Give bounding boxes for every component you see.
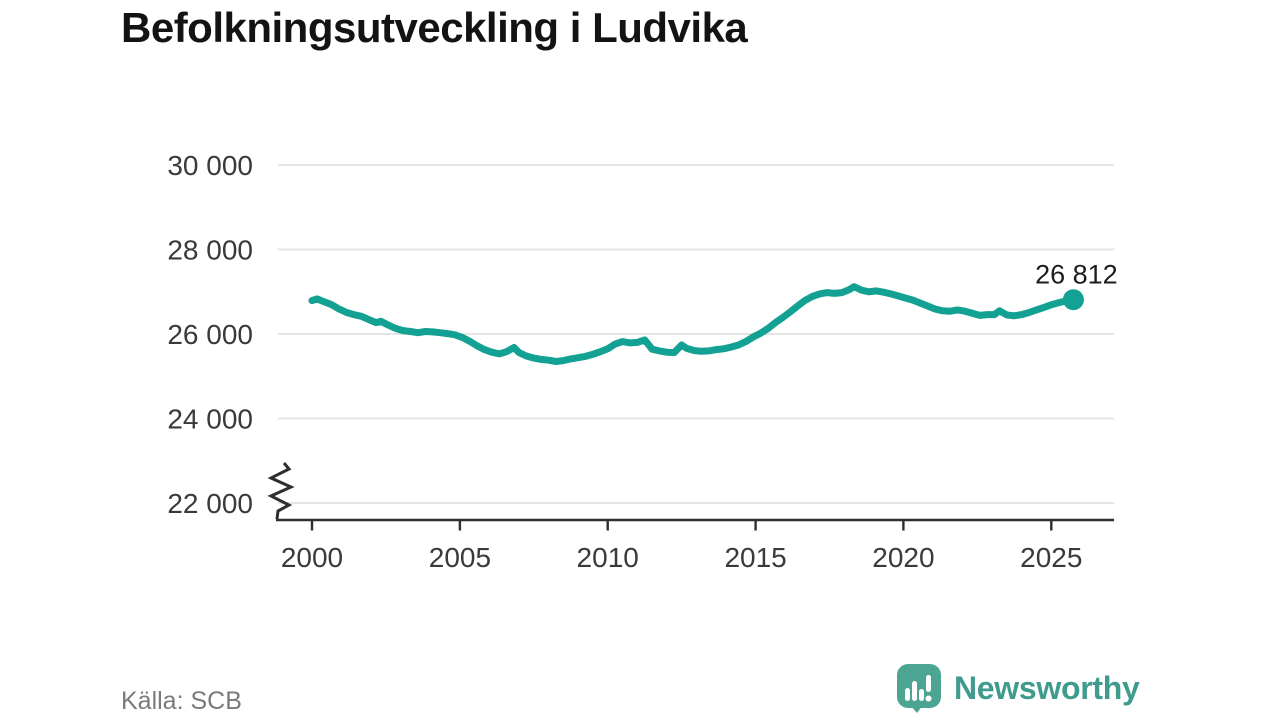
newsworthy-brand-name: Newsworthy: [954, 670, 1140, 706]
y-tick-label: 24 000: [167, 404, 253, 435]
population-chart: 30 000 28 000 26 000 24 000 22 000 2000 …: [167, 150, 1118, 573]
x-tick-label: 2000: [281, 542, 343, 573]
end-value-label: 26 812: [1035, 260, 1118, 290]
page-title: Befolkningsutveckling i Ludvika: [121, 4, 748, 51]
x-axis: [267, 462, 1114, 531]
x-tick-label: 2005: [429, 542, 491, 573]
x-tick-label: 2020: [872, 542, 934, 573]
y-tick-label: 26 000: [167, 319, 253, 350]
x-tick-label: 2015: [724, 542, 786, 573]
population-line: [308, 283, 1077, 365]
x-tick-label: 2010: [577, 542, 639, 573]
newsworthy-branding: Newsworthy: [896, 664, 1140, 713]
axis-break-icon: [267, 462, 295, 520]
y-axis-labels: 30 000 28 000 26 000 24 000 22 000: [167, 150, 253, 519]
source-note: Källa: SCB: [121, 687, 242, 715]
y-tick-label: 22 000: [167, 488, 253, 519]
newsworthy-logo-icon: [897, 664, 941, 713]
y-tick-label: 30 000: [167, 150, 253, 181]
end-dot: [1062, 289, 1084, 311]
x-tick-label: 2025: [1020, 542, 1082, 573]
x-axis-labels: 2000 2005 2010 2015 2020 2025: [281, 542, 1083, 573]
y-tick-label: 28 000: [167, 235, 253, 266]
x-axis-ticks: [310, 521, 1053, 531]
